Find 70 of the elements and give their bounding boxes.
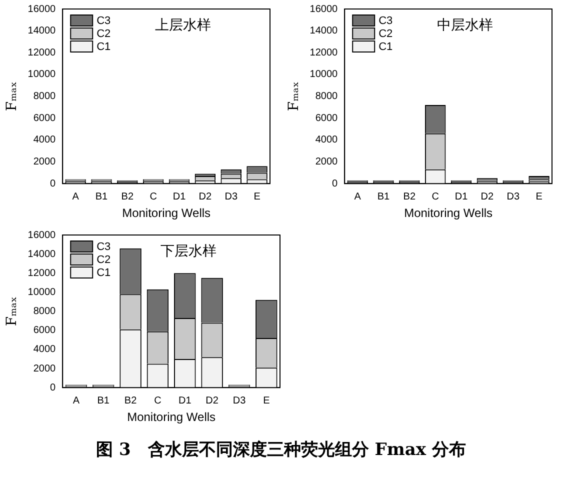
y-tick-label: 8000 xyxy=(315,91,338,102)
x-tick-label: D3 xyxy=(224,191,238,202)
y-tick-label: 6000 xyxy=(33,325,56,336)
legend-label: C3 xyxy=(96,241,111,254)
y-tick-label: 16000 xyxy=(28,4,56,15)
legend-label: C1 xyxy=(96,41,111,54)
legend-label: C2 xyxy=(96,28,111,40)
y-axis-title: Fₘₐₓ xyxy=(286,81,302,112)
y-tick-label: 12000 xyxy=(28,47,56,58)
y-tick-label: 4000 xyxy=(315,134,338,146)
y-tick-label: 0 xyxy=(50,382,56,394)
x-tick-label: C xyxy=(432,191,439,202)
y-axis-title: Fₘₐₓ xyxy=(4,81,20,112)
x-tick-label: D3 xyxy=(232,395,246,406)
y-tick-label: 0 xyxy=(50,178,56,190)
y-tick-label: 4000 xyxy=(33,134,56,146)
y-tick-label: 16000 xyxy=(310,4,338,15)
x-tick-label: B2 xyxy=(403,191,416,202)
y-tick-label: 6000 xyxy=(315,112,338,124)
x-tick-label: D2 xyxy=(206,395,219,406)
y-tick-label: 16000 xyxy=(28,230,56,241)
text: 上层水样 xyxy=(154,18,211,34)
legend-label: C3 xyxy=(96,15,111,28)
x-tick-label: D2 xyxy=(480,191,494,202)
x-tick-label: B1 xyxy=(95,191,108,202)
text: 下层水样 xyxy=(160,244,217,260)
y-tick-label: 14000 xyxy=(28,26,56,37)
x-tick-label: A xyxy=(72,191,80,202)
x-axis-title: Monitoring Wells xyxy=(127,410,216,424)
x-tick-label: B1 xyxy=(97,395,110,406)
y-tick-label: 10000 xyxy=(310,69,338,80)
x-tick-label: A xyxy=(354,191,362,202)
x-tick-label: A xyxy=(72,395,80,406)
x-tick-label: B1 xyxy=(377,191,390,202)
x-tick-label: D1 xyxy=(178,395,192,406)
y-tick-label: 0 xyxy=(332,178,338,190)
y-tick-label: 2000 xyxy=(33,363,56,374)
x-tick-label: B2 xyxy=(121,191,134,202)
x-tick-label: D1 xyxy=(172,191,186,202)
legend-label: C1 xyxy=(378,41,393,54)
x-tick-label: C xyxy=(150,191,157,202)
y-tick-label: 6000 xyxy=(33,112,56,124)
y-tick-label: 10000 xyxy=(28,69,56,80)
x-tick-label: B2 xyxy=(124,395,138,406)
y-tick-label: 12000 xyxy=(310,47,338,58)
y-tick-label: 2000 xyxy=(33,156,56,168)
y-tick-label: 2000 xyxy=(315,156,338,168)
legend-label: C3 xyxy=(378,15,393,28)
caption: 图 3 含水层不同深度三种荧光组分 Fmax 分布 xyxy=(95,439,467,461)
x-tick-label: E xyxy=(536,191,543,202)
y-tick-label: 4000 xyxy=(33,344,56,356)
legend-label: C2 xyxy=(378,28,393,40)
x-tick-label: D3 xyxy=(506,191,520,202)
y-tick-label: 14000 xyxy=(310,26,338,37)
x-axis-title: Monitoring Wells xyxy=(404,206,493,220)
x-axis-title: Monitoring Wells xyxy=(122,206,211,220)
x-tick-label: D2 xyxy=(198,191,212,202)
y-tick-label: 12000 xyxy=(28,268,56,279)
x-tick-label: C xyxy=(154,395,162,406)
y-tick-label: 8000 xyxy=(33,306,56,318)
y-axis-title: Fₘₐₓ xyxy=(4,296,20,326)
x-tick-label: D1 xyxy=(454,191,468,202)
legend-label: C1 xyxy=(96,267,111,280)
x-tick-label: E xyxy=(263,395,270,406)
text: 中层水样 xyxy=(436,18,493,34)
x-tick-label: E xyxy=(254,191,261,202)
y-tick-label: 8000 xyxy=(33,91,56,102)
y-tick-label: 10000 xyxy=(28,286,56,298)
legend-label: C2 xyxy=(96,254,111,266)
y-tick-label: 14000 xyxy=(28,248,56,260)
